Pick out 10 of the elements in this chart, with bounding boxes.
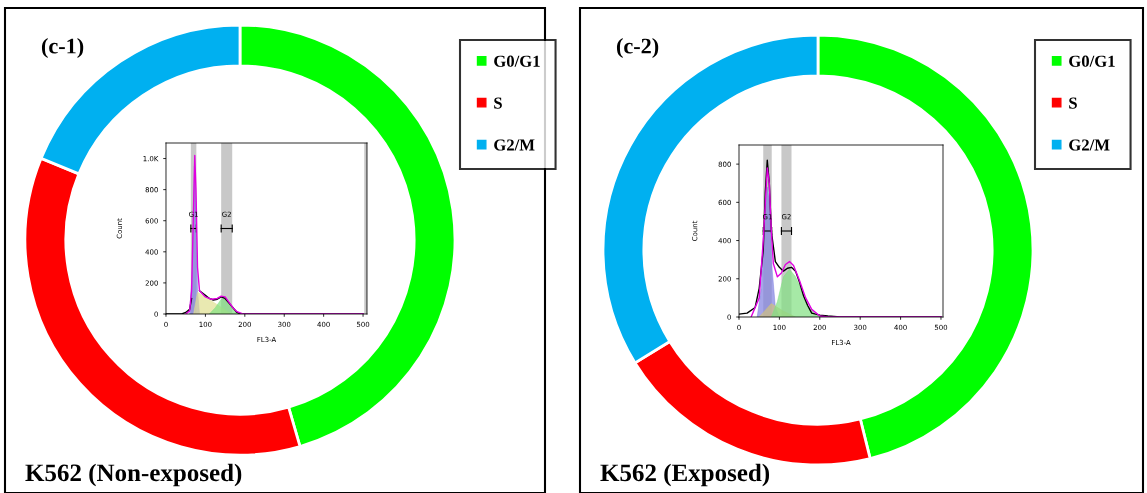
text: K562 (Exposed) xyxy=(600,463,770,487)
text: K562 (Non-exposed) xyxy=(25,463,242,487)
legend-label: G2/M xyxy=(1069,139,1110,151)
chart-title: (c-2) xyxy=(616,37,659,59)
legend-label: G0/G1 xyxy=(494,55,540,67)
chart-title: (c-1) xyxy=(41,37,84,59)
legend-label: G0/G1 xyxy=(1069,55,1115,67)
legend-label: G2/M xyxy=(494,139,535,151)
legend-label: S xyxy=(494,97,502,109)
legend-label: S xyxy=(1069,97,1077,109)
